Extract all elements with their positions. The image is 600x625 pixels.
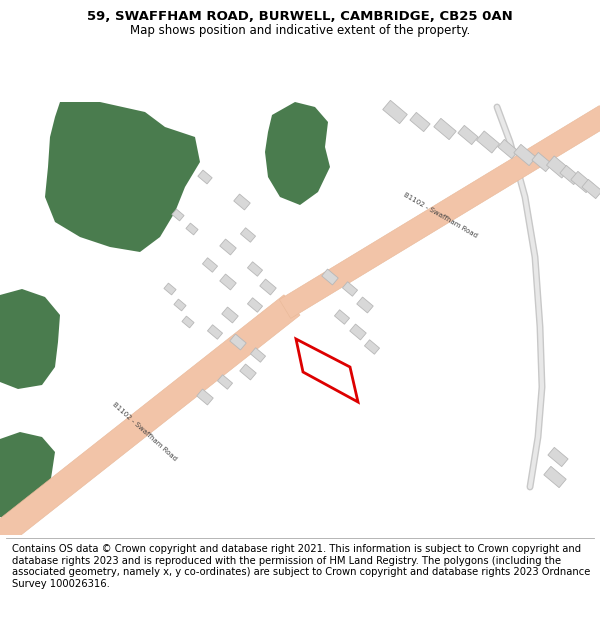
Polygon shape xyxy=(532,152,552,172)
Polygon shape xyxy=(230,334,246,350)
Polygon shape xyxy=(350,324,366,340)
Polygon shape xyxy=(357,297,373,313)
Polygon shape xyxy=(571,171,593,192)
Polygon shape xyxy=(202,258,218,272)
Polygon shape xyxy=(250,348,266,362)
Polygon shape xyxy=(217,375,233,389)
Polygon shape xyxy=(322,269,338,285)
Polygon shape xyxy=(498,139,518,159)
Polygon shape xyxy=(198,170,212,184)
Polygon shape xyxy=(241,228,256,242)
Polygon shape xyxy=(434,118,456,139)
Polygon shape xyxy=(547,156,569,178)
Polygon shape xyxy=(265,102,330,205)
Polygon shape xyxy=(172,209,184,221)
Polygon shape xyxy=(296,339,358,402)
Polygon shape xyxy=(560,166,580,184)
Text: 59, SWAFFHAM ROAD, BURWELL, CAMBRIDGE, CB25 0AN: 59, SWAFFHAM ROAD, BURWELL, CAMBRIDGE, C… xyxy=(87,11,513,23)
Polygon shape xyxy=(514,144,536,166)
Polygon shape xyxy=(45,102,200,252)
Polygon shape xyxy=(186,223,198,235)
Polygon shape xyxy=(182,316,194,328)
Polygon shape xyxy=(334,310,350,324)
Text: B1102 - Swaffham Road: B1102 - Swaffham Road xyxy=(112,402,178,462)
Polygon shape xyxy=(383,101,407,124)
Polygon shape xyxy=(247,298,263,312)
Polygon shape xyxy=(0,295,300,549)
Polygon shape xyxy=(582,179,600,199)
Polygon shape xyxy=(247,262,263,276)
Polygon shape xyxy=(476,131,500,153)
Polygon shape xyxy=(544,466,566,488)
Polygon shape xyxy=(410,112,430,132)
Polygon shape xyxy=(260,279,276,295)
Polygon shape xyxy=(364,340,380,354)
Polygon shape xyxy=(197,389,213,405)
Text: Contains OS data © Crown copyright and database right 2021. This information is : Contains OS data © Crown copyright and d… xyxy=(12,544,590,589)
Polygon shape xyxy=(0,289,60,389)
Polygon shape xyxy=(343,282,358,296)
Polygon shape xyxy=(458,126,478,144)
Polygon shape xyxy=(548,448,568,467)
Polygon shape xyxy=(174,299,186,311)
Polygon shape xyxy=(279,106,600,318)
Polygon shape xyxy=(240,364,256,380)
Polygon shape xyxy=(220,239,236,255)
Polygon shape xyxy=(208,325,223,339)
Polygon shape xyxy=(220,274,236,290)
Text: Map shows position and indicative extent of the property.: Map shows position and indicative extent… xyxy=(130,24,470,37)
Polygon shape xyxy=(0,432,55,522)
Polygon shape xyxy=(164,283,176,295)
Text: B1102 - Swaffham Road: B1102 - Swaffham Road xyxy=(402,191,478,239)
Polygon shape xyxy=(234,194,250,210)
Polygon shape xyxy=(222,307,238,323)
